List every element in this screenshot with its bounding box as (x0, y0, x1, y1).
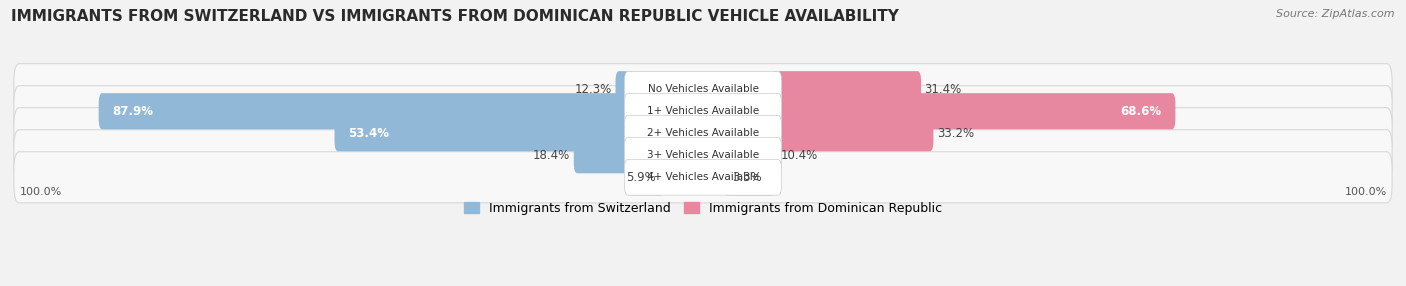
FancyBboxPatch shape (14, 86, 1392, 137)
Text: 5.9%: 5.9% (626, 171, 655, 184)
Text: 3+ Vehicles Available: 3+ Vehicles Available (647, 150, 759, 160)
Text: 1+ Vehicles Available: 1+ Vehicles Available (647, 106, 759, 116)
FancyBboxPatch shape (335, 115, 634, 151)
Text: 2+ Vehicles Available: 2+ Vehicles Available (647, 128, 759, 138)
FancyBboxPatch shape (14, 152, 1392, 203)
Text: 53.4%: 53.4% (349, 127, 389, 140)
FancyBboxPatch shape (624, 138, 782, 173)
FancyBboxPatch shape (14, 130, 1392, 181)
Text: 4+ Vehicles Available: 4+ Vehicles Available (647, 172, 759, 182)
Text: 33.2%: 33.2% (936, 127, 974, 140)
FancyBboxPatch shape (772, 71, 921, 107)
Text: 100.0%: 100.0% (1344, 186, 1386, 196)
FancyBboxPatch shape (98, 93, 634, 129)
FancyBboxPatch shape (624, 72, 782, 107)
Text: 10.4%: 10.4% (780, 149, 818, 162)
FancyBboxPatch shape (624, 116, 782, 151)
FancyBboxPatch shape (14, 64, 1392, 115)
FancyBboxPatch shape (574, 137, 634, 173)
FancyBboxPatch shape (624, 94, 782, 129)
FancyBboxPatch shape (624, 160, 782, 195)
FancyBboxPatch shape (631, 159, 662, 195)
Text: 12.3%: 12.3% (575, 83, 612, 96)
FancyBboxPatch shape (772, 137, 778, 173)
FancyBboxPatch shape (772, 93, 1175, 129)
Text: 68.6%: 68.6% (1121, 105, 1161, 118)
FancyBboxPatch shape (772, 115, 934, 151)
Text: No Vehicles Available: No Vehicles Available (648, 84, 758, 94)
Text: 3.3%: 3.3% (733, 171, 762, 184)
FancyBboxPatch shape (725, 159, 775, 195)
FancyBboxPatch shape (616, 71, 634, 107)
Text: IMMIGRANTS FROM SWITZERLAND VS IMMIGRANTS FROM DOMINICAN REPUBLIC VEHICLE AVAILA: IMMIGRANTS FROM SWITZERLAND VS IMMIGRANT… (11, 9, 898, 23)
FancyBboxPatch shape (14, 108, 1392, 159)
Text: Source: ZipAtlas.com: Source: ZipAtlas.com (1277, 9, 1395, 19)
Text: 31.4%: 31.4% (925, 83, 962, 96)
Text: 18.4%: 18.4% (533, 149, 571, 162)
Text: 100.0%: 100.0% (20, 186, 62, 196)
Legend: Immigrants from Switzerland, Immigrants from Dominican Republic: Immigrants from Switzerland, Immigrants … (460, 197, 946, 220)
Text: 87.9%: 87.9% (112, 105, 153, 118)
